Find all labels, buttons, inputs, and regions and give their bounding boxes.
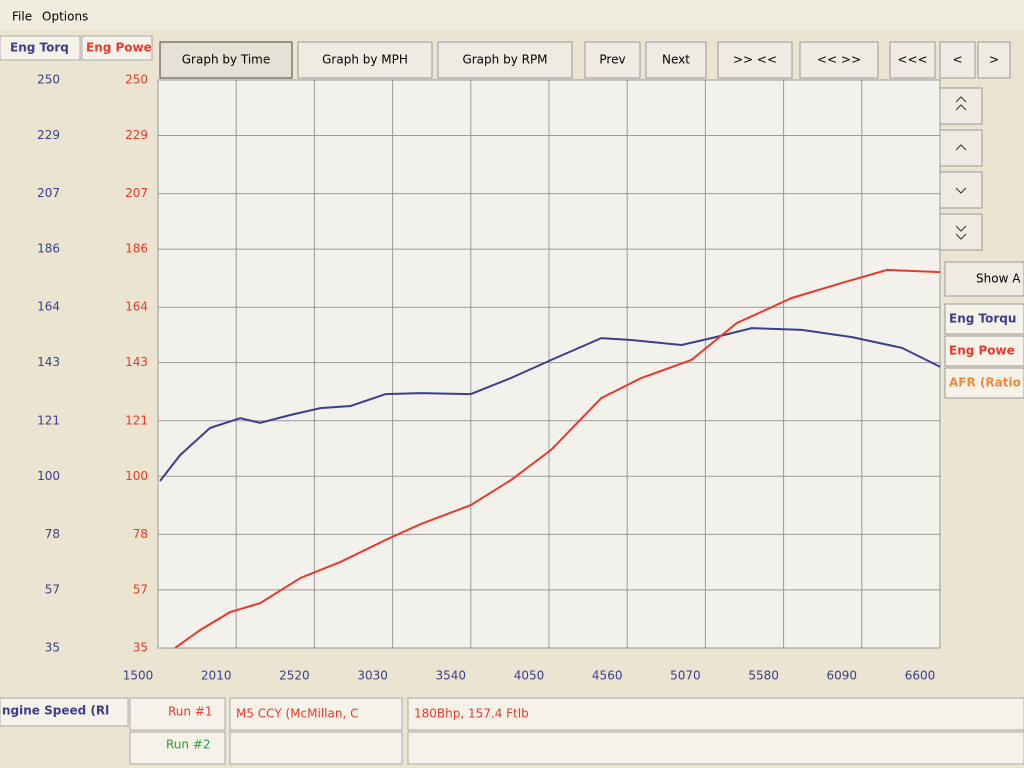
y-tick-label: 35: [45, 641, 60, 655]
legend-label: Eng Torqu: [949, 312, 1016, 326]
legend-box: [944, 303, 1024, 335]
show-button[interactable]: [944, 261, 1024, 297]
status-cell: [407, 731, 1024, 765]
toolbar-button[interactable]: [297, 41, 433, 79]
y-header-box: [0, 35, 81, 61]
y-tick-label: 100: [37, 469, 60, 483]
status-cell: [129, 697, 226, 731]
series-line: [159, 327, 941, 482]
x-tick-label: 2520: [279, 669, 310, 683]
scroll-up-button[interactable]: [939, 129, 983, 167]
menu-item[interactable]: File: [12, 10, 32, 24]
toolbar-button-label: Graph by RPM: [462, 53, 547, 67]
toolbar-button[interactable]: [437, 41, 573, 79]
status-cell: [407, 697, 1024, 731]
y2-header-box: [81, 35, 153, 61]
icon: [955, 144, 967, 151]
legend-label: Eng Powe: [949, 344, 1015, 358]
y2-tick-label: 186: [125, 242, 148, 256]
y2-tick-label: 143: [125, 355, 148, 369]
y2-tick-label: 35: [133, 641, 148, 655]
run-result: 180Bhp, 157.4 Ftlb: [414, 707, 529, 721]
toolbar-button[interactable]: [889, 41, 936, 79]
x-tick-label: 4050: [514, 669, 545, 683]
y2-tick-label: 164: [125, 300, 148, 314]
menu-bar: [0, 0, 1024, 30]
x-tick-label: 5580: [748, 669, 779, 683]
x-tick-label: 3540: [436, 669, 467, 683]
series-line: [174, 268, 941, 649]
toolbar-button[interactable]: [717, 41, 793, 79]
y-axis-title: Eng Torq: [10, 41, 69, 55]
x-tick-label: 6600: [905, 669, 936, 683]
y-tick-label: 207: [37, 186, 60, 200]
y2-tick-label: 250: [125, 73, 148, 87]
y2-tick-label: 207: [125, 186, 148, 200]
y-tick-label: 143: [37, 355, 60, 369]
legend-label: AFR (Ratio: [949, 376, 1021, 390]
menu-item[interactable]: Options: [42, 10, 88, 24]
x-tick-label: 5070: [670, 669, 701, 683]
toolbar-button[interactable]: [584, 41, 641, 79]
toolbar-button-label: Prev: [599, 53, 625, 67]
x-axis-title: ngine Speed (Rl: [2, 704, 109, 718]
legend-box: [944, 335, 1024, 367]
status-cell: [0, 697, 129, 727]
status-bar: ngine Speed (Rl Run #1 Run #2 M5 CCY (Mc…: [0, 697, 1024, 765]
icon: [955, 187, 967, 194]
x-tick-label: 6090: [827, 669, 858, 683]
toolbar-button[interactable]: [159, 41, 293, 79]
scroll-bottom-button[interactable]: [939, 213, 983, 251]
toolbar-button-label: << >>: [817, 53, 861, 67]
x-tick-label: 2010: [201, 669, 232, 683]
toolbar-button-label: <<<: [897, 53, 927, 67]
toolbar-button[interactable]: [645, 41, 707, 79]
toolbar-button-label: Next: [662, 53, 690, 67]
run-label: Run #1: [168, 705, 213, 719]
toolbar-button-label: Graph by MPH: [322, 53, 408, 67]
y2-tick-label: 121: [125, 413, 148, 427]
x-tick-label: 4560: [592, 669, 623, 683]
icon: [955, 225, 967, 240]
y-tick-label: 250: [37, 73, 60, 87]
toolbar-button[interactable]: [939, 41, 976, 79]
x-tick-label: 3030: [357, 669, 388, 683]
icon: [955, 96, 967, 111]
x-tick-label: 1500: [123, 669, 154, 683]
status-cell: [229, 731, 403, 765]
y-tick-label: 186: [37, 242, 60, 256]
toolbar-button-label: <: [952, 53, 962, 67]
toolbar-button-label: Graph by Time: [182, 53, 271, 67]
run-label: Run #2: [166, 738, 211, 752]
y-tick-label: 57: [45, 582, 60, 596]
y-tick-label: 229: [37, 128, 60, 142]
y-tick-label: 121: [37, 413, 60, 427]
show-button-label: Show A: [976, 272, 1021, 286]
y2-axis-title: Eng Powe: [86, 41, 152, 55]
run-name: M5 CCY (McMillan, C: [236, 707, 358, 721]
toolbar-button[interactable]: [799, 41, 879, 79]
y2-tick-label: 229: [125, 128, 148, 142]
toolbar-button-label: >> <<: [733, 53, 777, 67]
y2-tick-label: 57: [133, 582, 148, 596]
status-cell: [229, 697, 403, 731]
toolbar-button[interactable]: [977, 41, 1011, 79]
scroll-top-button[interactable]: [939, 87, 983, 125]
y2-tick-label: 78: [133, 527, 148, 541]
toolbar-button-label: >: [989, 53, 999, 67]
status-cell: [129, 731, 226, 765]
y-tick-label: 78: [45, 527, 60, 541]
scroll-buttons: [939, 87, 983, 251]
y2-tick-label: 100: [125, 469, 148, 483]
scroll-down-button[interactable]: [939, 171, 983, 209]
legend-box: [944, 367, 1024, 399]
y-tick-label: 164: [37, 300, 60, 314]
